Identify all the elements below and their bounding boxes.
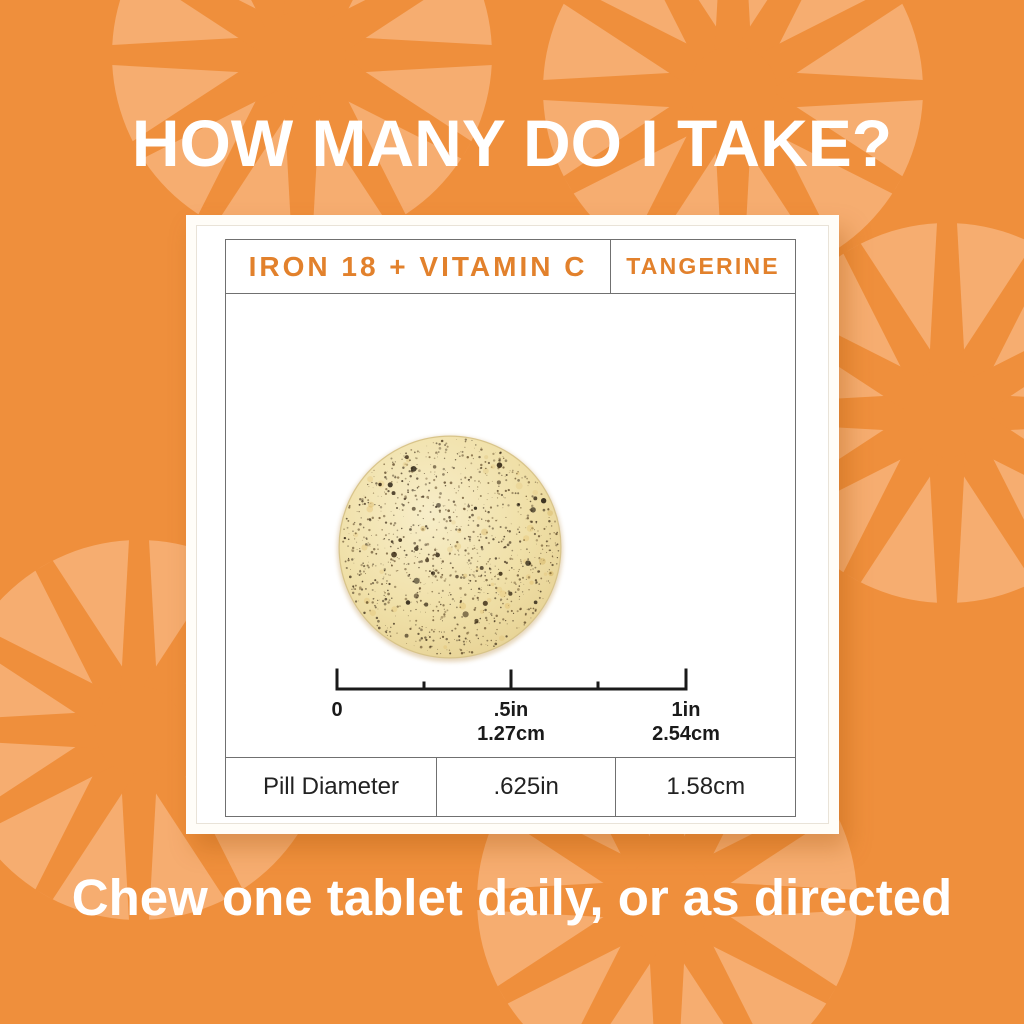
svg-text:2.54cm: 2.54cm	[652, 723, 720, 745]
svg-text:0: 0	[331, 699, 342, 721]
svg-text:.5in: .5in	[494, 699, 528, 721]
svg-text:1.27cm: 1.27cm	[477, 723, 545, 745]
svg-text:1in: 1in	[672, 699, 701, 721]
